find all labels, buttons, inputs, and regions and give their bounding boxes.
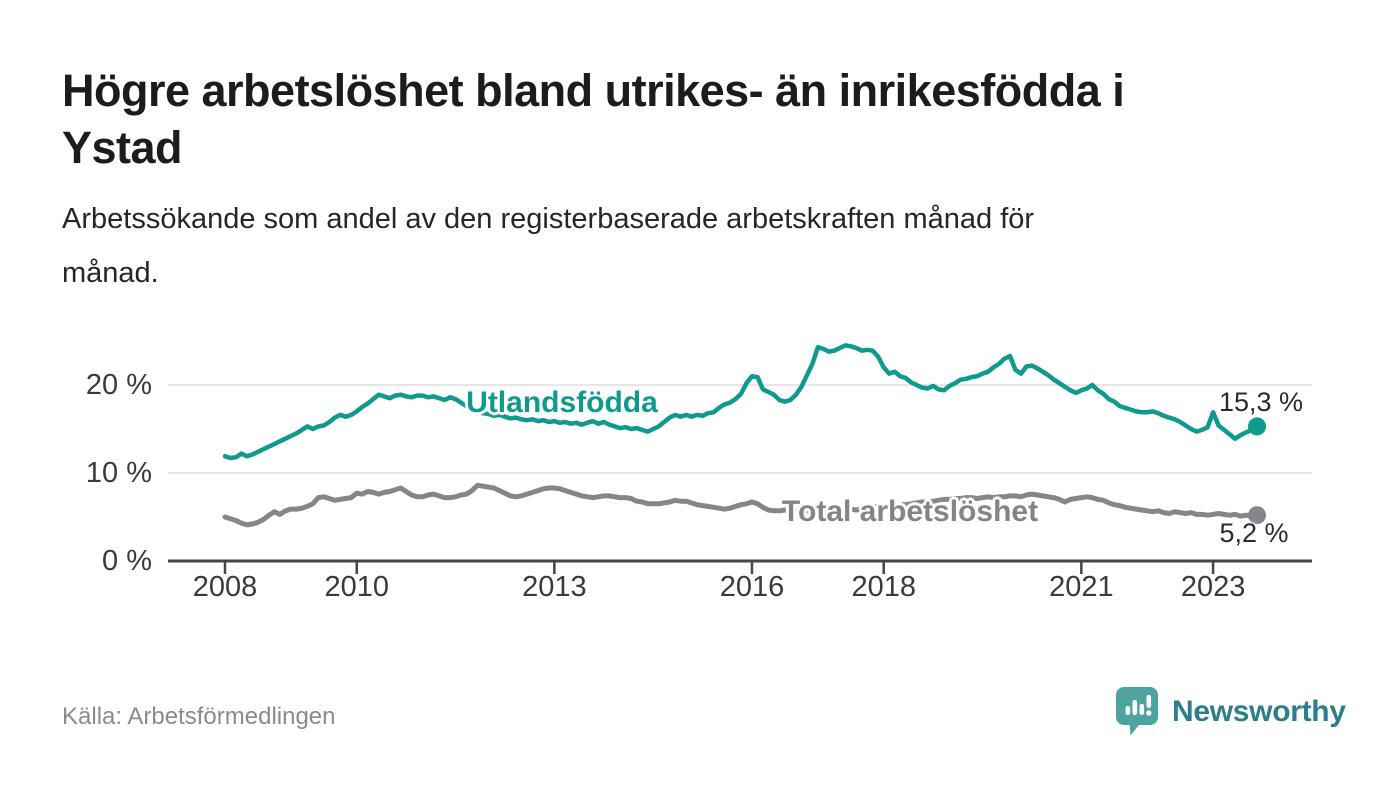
page-title-line-2: Ystad <box>62 122 183 173</box>
newsworthy-logo: Newsworthy <box>1112 684 1346 740</box>
y-axis-label-0: 0 % <box>102 545 152 577</box>
chart-subtitle-line-1: Arbetssökande som andel av den registerb… <box>62 203 1035 235</box>
x-axis-label-2021: 2021 <box>1049 571 1114 603</box>
y-axis-label-20: 20 % <box>85 369 152 401</box>
page-title-line-1: Högre arbetslöshet bland utrikes- än inr… <box>62 65 1125 116</box>
series-line-total-arbetsloshet <box>222 482 1260 528</box>
chart-subtitle: Arbetssökande som andel av den registerb… <box>62 192 1034 300</box>
x-axis-label-2013: 2013 <box>522 571 587 603</box>
series-label-total-arbetsloshet: Total arbetslöshet <box>781 495 1039 528</box>
series-end-dot-total-arbetsloshet <box>1248 506 1266 525</box>
x-axis-label-2010: 2010 <box>324 571 389 603</box>
x-axis-label-2008: 2008 <box>192 571 258 603</box>
y-axis-label-10: 10 % <box>85 457 152 489</box>
newsworthy-bubble-chart-icon <box>1116 687 1158 736</box>
end-value-label-total-arbetsloshet: 5,2 % <box>1219 518 1289 548</box>
series-line-utlandsfodda <box>222 343 1260 461</box>
x-axis-label-2018: 2018 <box>851 571 916 603</box>
series-label-utlandsfodda: Utlandsfödda <box>466 386 658 419</box>
x-axis-label-2016: 2016 <box>719 571 785 603</box>
series-end-dot-utlandsfodda <box>1248 417 1266 436</box>
end-value-label-utlandsfodda: 15,3 % <box>1218 387 1304 417</box>
chart-subtitle-line-2: månad. <box>62 257 159 289</box>
newsworthy-wordmark: Newsworthy <box>1172 695 1346 728</box>
source-note: Källa: Arbetsförmedlingen <box>62 703 336 730</box>
page-title: Högre arbetslöshet bland utrikes- än inr… <box>62 62 1125 176</box>
x-axis-label-2023: 2023 <box>1180 571 1246 603</box>
